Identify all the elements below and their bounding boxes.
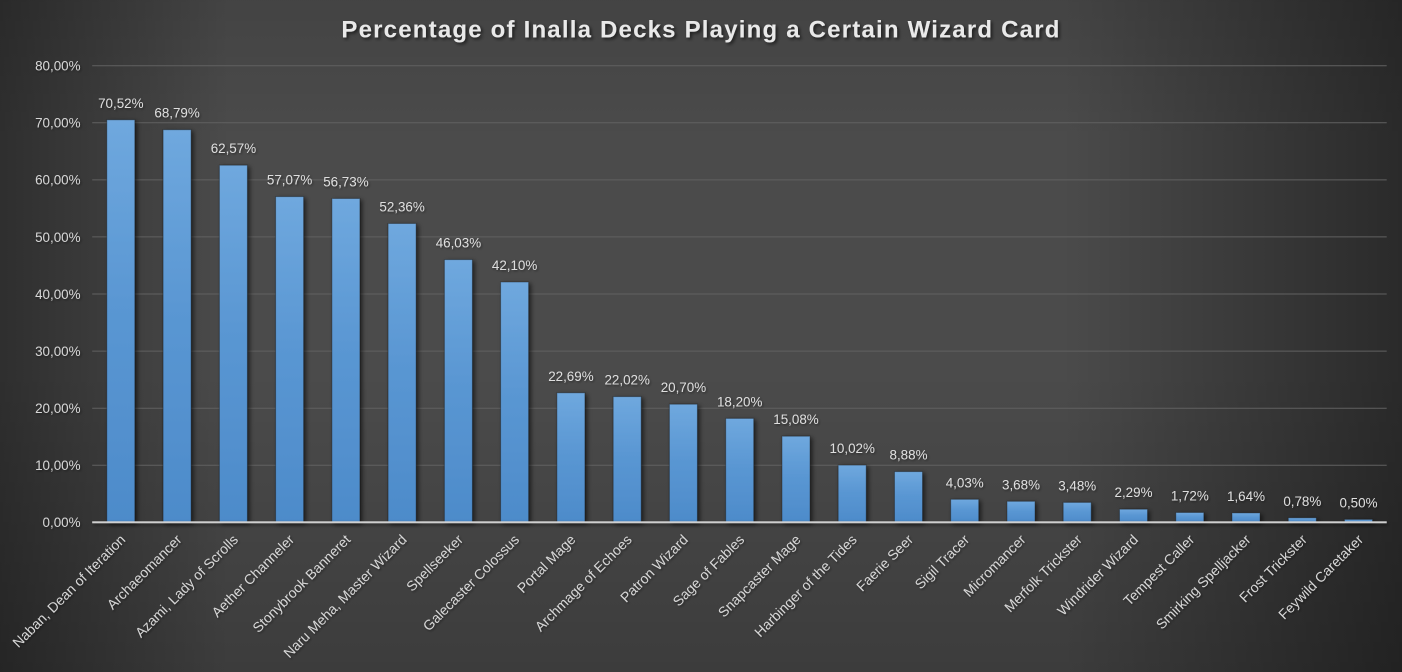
svg-text:68,79%: 68,79% bbox=[154, 106, 200, 121]
svg-text:Azami, Lady of Scrolls: Azami, Lady of Scrolls bbox=[132, 531, 241, 640]
svg-text:20,00%: 20,00% bbox=[35, 401, 81, 416]
svg-text:52,36%: 52,36% bbox=[379, 200, 425, 215]
svg-text:2,29%: 2,29% bbox=[1115, 485, 1153, 500]
svg-text:1,64%: 1,64% bbox=[1227, 489, 1265, 504]
svg-text:Galecaster Colossus: Galecaster Colossus bbox=[420, 531, 523, 634]
svg-text:10,00%: 10,00% bbox=[35, 458, 81, 473]
svg-text:8,88%: 8,88% bbox=[890, 448, 928, 463]
svg-text:10,02%: 10,02% bbox=[829, 441, 875, 456]
svg-text:18,20%: 18,20% bbox=[717, 394, 763, 409]
svg-text:Faerie Seer: Faerie Seer bbox=[853, 531, 916, 594]
svg-text:0,50%: 0,50% bbox=[1340, 495, 1378, 510]
svg-text:62,57%: 62,57% bbox=[211, 141, 257, 156]
svg-text:Harbinger of the Tides: Harbinger of the Tides bbox=[751, 531, 860, 640]
svg-text:22,69%: 22,69% bbox=[548, 369, 594, 384]
svg-text:15,08%: 15,08% bbox=[773, 412, 819, 427]
svg-text:22,02%: 22,02% bbox=[604, 373, 650, 388]
svg-text:0,78%: 0,78% bbox=[1283, 494, 1321, 509]
svg-text:Percentage of Inalla Decks Pla: Percentage of Inalla Decks Playing a Cer… bbox=[341, 17, 1060, 44]
svg-text:46,03%: 46,03% bbox=[436, 236, 482, 251]
svg-text:56,73%: 56,73% bbox=[323, 175, 369, 190]
svg-text:40,00%: 40,00% bbox=[35, 287, 81, 302]
svg-text:42,10%: 42,10% bbox=[492, 258, 538, 273]
svg-text:20,70%: 20,70% bbox=[661, 380, 707, 395]
svg-text:60,00%: 60,00% bbox=[35, 173, 81, 188]
svg-text:Naban, Dean of Iteration: Naban, Dean of Iteration bbox=[9, 531, 128, 650]
svg-text:3,68%: 3,68% bbox=[1002, 477, 1040, 492]
svg-text:80,00%: 80,00% bbox=[35, 59, 81, 74]
svg-text:70,52%: 70,52% bbox=[98, 96, 144, 111]
svg-text:Archmage of Echoes: Archmage of Echoes bbox=[532, 531, 635, 634]
svg-text:50,00%: 50,00% bbox=[35, 230, 81, 245]
svg-text:3,48%: 3,48% bbox=[1058, 478, 1096, 493]
svg-text:57,07%: 57,07% bbox=[267, 173, 313, 188]
svg-text:Sigil Tracer: Sigil Tracer bbox=[911, 531, 972, 592]
svg-text:70,00%: 70,00% bbox=[35, 116, 81, 131]
svg-text:Smirking Spelljacker: Smirking Spelljacker bbox=[1153, 531, 1254, 632]
svg-text:4,03%: 4,03% bbox=[946, 475, 984, 490]
svg-text:Stonybrook Banneret: Stonybrook Banneret bbox=[249, 531, 353, 635]
svg-text:30,00%: 30,00% bbox=[35, 344, 81, 359]
svg-text:0,00%: 0,00% bbox=[43, 515, 81, 530]
svg-text:1,72%: 1,72% bbox=[1171, 489, 1209, 504]
